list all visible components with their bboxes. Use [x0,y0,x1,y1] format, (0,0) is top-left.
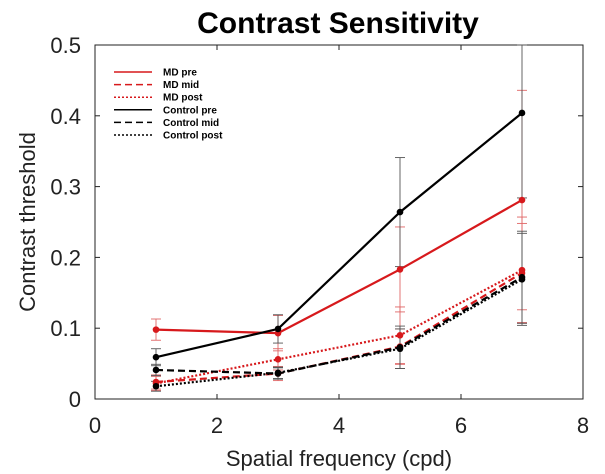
legend-label-control-pre: Control pre [163,105,217,116]
md-post-point [396,331,404,339]
legend-label-control-mid: Control mid [163,118,219,129]
legend-label-md-mid: MD mid [163,80,199,91]
control-pre-point [518,109,526,117]
axis-ticks: 0 2 4 6 8 0 0.1 0.2 0.3 0.4 0.5 [50,33,589,438]
x-tick-label: 0 [89,413,101,438]
legend-label-md-pre: MD pre [163,68,197,79]
y-tick-label: 0.2 [50,245,81,270]
control-pre-point [152,353,160,361]
control-post-line [155,278,523,388]
control-mid-point [152,366,160,374]
md-pre-point [518,196,526,204]
control-mid-line [155,276,523,375]
control-post-point [396,345,404,353]
legend-label-md-post: MD post [163,93,203,104]
x-tick-label: 2 [211,413,223,438]
md-post-point [518,266,526,274]
legend-label-control-post: Control post [163,131,223,142]
control-post-point [518,276,526,283]
control-pre-line [155,112,523,359]
x-tick-label: 8 [577,413,589,438]
y-axis-label: Contrast threshold [15,132,40,312]
y-tick-label: 0.4 [50,104,81,129]
series-lines [155,112,523,388]
data-points [152,109,526,390]
md-pre-line [155,199,523,335]
x-tick-label: 6 [455,413,467,438]
md-pre-point [152,326,160,333]
md-post-point [274,356,282,363]
y-tick-label: 0 [69,387,81,412]
y-tick-label: 0.3 [50,175,81,200]
md-post-line [155,269,523,385]
y-tick-label: 0.1 [50,316,81,341]
x-tick-label: 4 [333,413,345,438]
control-pre-point [274,325,282,333]
md-pre-point [396,266,404,273]
x-axis-label: Spatial frequency (cpd) [226,446,452,471]
plot-frame [94,44,584,400]
control-pre-point [396,208,404,216]
y-tick-label: 0.5 [50,33,81,58]
md-mid-line [155,272,523,384]
control-post-point [274,369,282,377]
chart-title: Contrast Sensitivity [197,7,479,40]
control-post-point [152,382,160,390]
